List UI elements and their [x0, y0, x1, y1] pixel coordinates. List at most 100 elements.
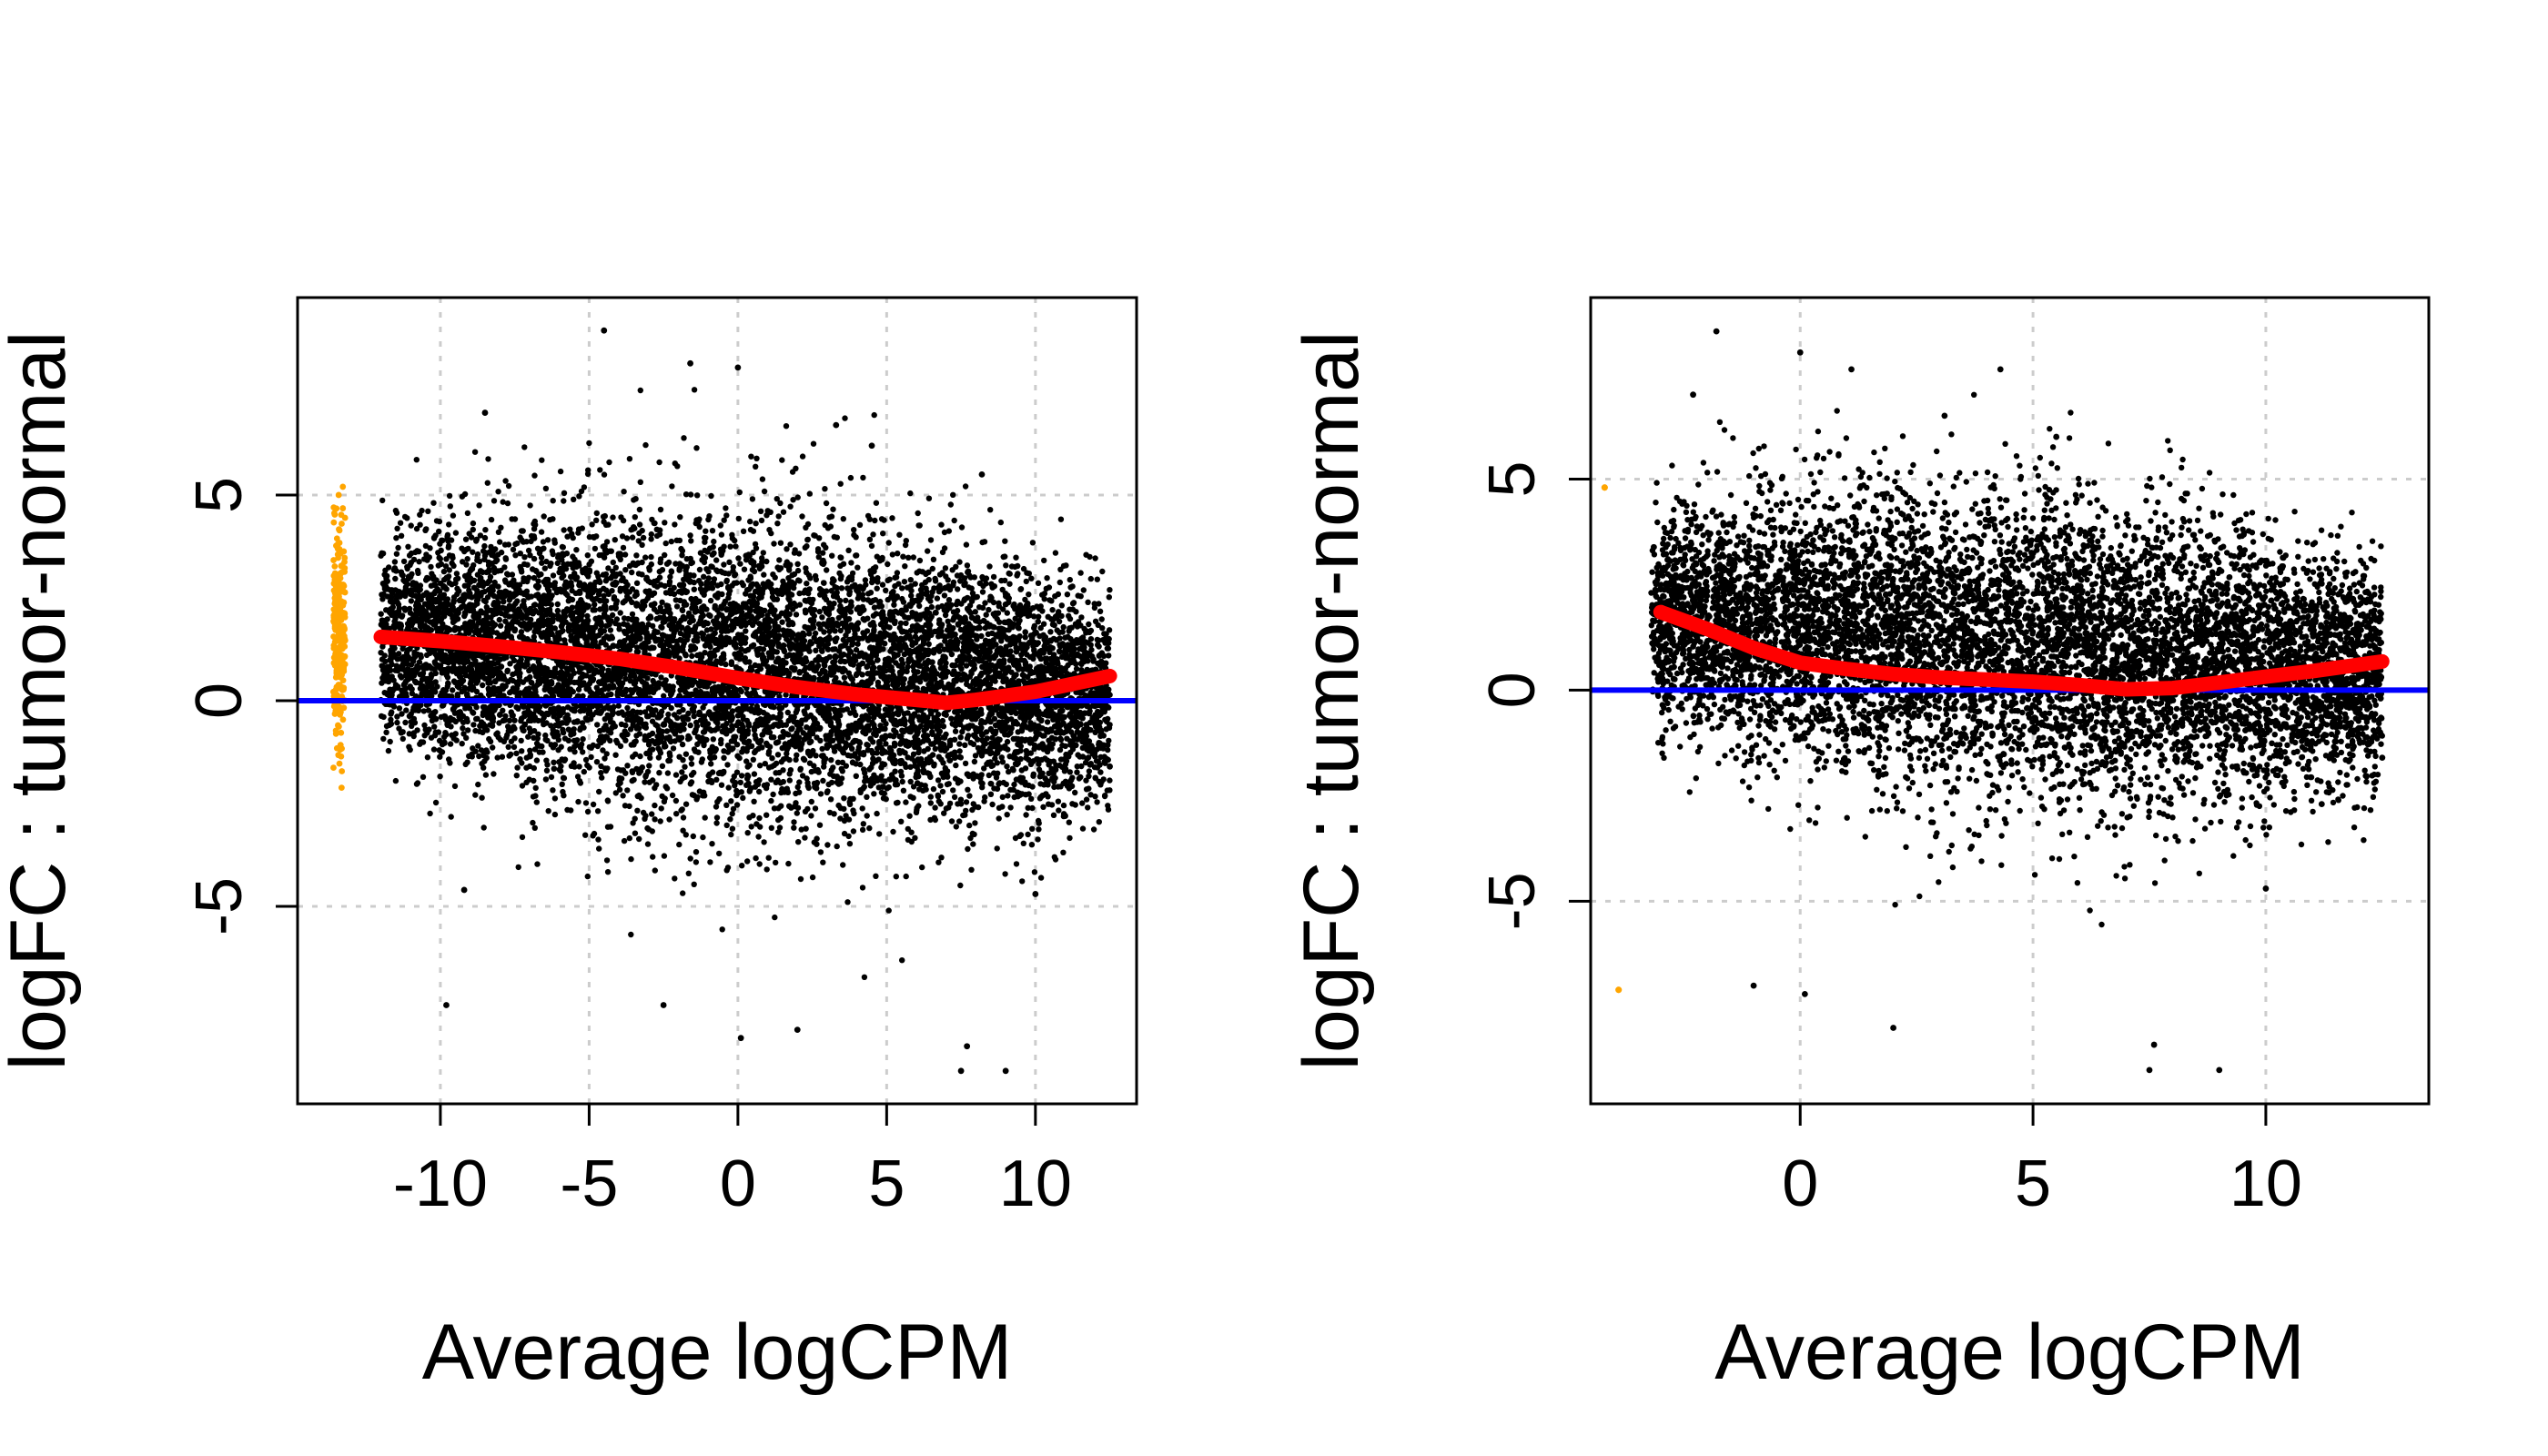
gene-point [542, 485, 550, 491]
gene-point [1029, 540, 1036, 546]
gene-point [1040, 804, 1046, 810]
gene-point [1098, 616, 1105, 622]
gene-point [414, 727, 420, 733]
gene-point [1002, 538, 1008, 544]
gene-point [607, 627, 614, 633]
gene-point [934, 595, 941, 602]
gene-point [524, 626, 531, 632]
gene-point [666, 816, 672, 823]
gene-point [721, 754, 727, 761]
gene-point [558, 629, 564, 635]
gene-point [596, 845, 602, 852]
gene-point [795, 839, 802, 845]
gene-point [728, 798, 734, 804]
gene-point [830, 773, 837, 779]
gene-point [653, 532, 661, 540]
ma-plot-left: -10 -5 0 5 10 -505 Average logCPM logFC : tu… [0, 296, 1138, 1396]
gene-point [810, 440, 817, 447]
gene-point [932, 745, 939, 753]
gene-point [620, 544, 627, 551]
gene-point [657, 506, 664, 513]
gene-point [1098, 779, 1105, 785]
gene-point [878, 764, 885, 771]
gene-point [431, 723, 438, 730]
gene-point [609, 612, 616, 619]
gene-point [802, 808, 809, 814]
gene-point [1044, 575, 1050, 581]
gene-point [598, 770, 604, 776]
gene-point [702, 814, 708, 821]
gene-point [1061, 713, 1067, 721]
gene-point [971, 758, 978, 765]
gene-point [700, 834, 706, 841]
gene-point [480, 824, 487, 831]
gene-point [999, 794, 1006, 801]
gene-point [482, 527, 489, 533]
gene-point [760, 550, 766, 556]
gene-point [668, 538, 674, 545]
gene-point [963, 799, 970, 805]
gene-point [465, 582, 471, 589]
gene-point [1030, 613, 1037, 620]
gene-point [925, 641, 932, 647]
gene-point [1073, 609, 1079, 615]
gene-point [1049, 607, 1056, 613]
gene-point [799, 513, 805, 520]
gene-point [384, 616, 390, 622]
gene-point [624, 787, 631, 794]
gene-point [723, 822, 730, 829]
gene-point [1044, 719, 1051, 725]
gene-point [834, 635, 840, 642]
gene-point [534, 592, 541, 598]
gene-point [745, 551, 752, 558]
gene-point [648, 531, 654, 538]
gene-point [874, 585, 880, 592]
gene-point [580, 736, 586, 743]
gene-point [1060, 720, 1067, 726]
gene-point [1035, 619, 1042, 625]
gene-point [866, 536, 874, 542]
gene-point [597, 467, 603, 473]
gene-point [1037, 875, 1045, 881]
gene-point [718, 531, 725, 538]
gene-point [1106, 627, 1113, 633]
gene-point [868, 542, 875, 550]
gene-point [876, 831, 883, 837]
gene-point [812, 805, 819, 812]
gene-point [813, 647, 819, 653]
gene-point [674, 714, 681, 722]
gene-point [394, 525, 400, 531]
gene-point [1057, 579, 1064, 586]
gene-point [756, 788, 763, 795]
gene-point [535, 578, 541, 584]
gene-point [813, 576, 819, 583]
gene-point [511, 743, 518, 751]
gene-point [1092, 774, 1098, 781]
gene-point [777, 540, 784, 546]
gene-point [490, 498, 498, 504]
gene-point [479, 794, 485, 801]
gene-point [1057, 516, 1065, 522]
gene-point [1097, 608, 1104, 614]
gene-point [965, 845, 971, 853]
gene-point [624, 704, 631, 712]
gene-point [791, 584, 797, 592]
gene-point [555, 747, 561, 753]
gene-point [1052, 550, 1059, 556]
gene-point [612, 537, 618, 543]
gene-point [796, 789, 803, 795]
gene-point [1022, 765, 1029, 772]
gene-point [1008, 716, 1015, 723]
gene-point [839, 768, 845, 774]
gene-point [907, 490, 914, 497]
gene-point [740, 528, 747, 534]
gene-point [788, 804, 794, 811]
gene-point [693, 859, 700, 865]
gene-point [629, 769, 636, 775]
gene-point [898, 656, 905, 663]
gene-point [931, 761, 937, 767]
gene-point [389, 604, 396, 611]
gene-point [1026, 592, 1032, 598]
gene-point [1030, 771, 1037, 777]
gene-point [624, 763, 631, 769]
